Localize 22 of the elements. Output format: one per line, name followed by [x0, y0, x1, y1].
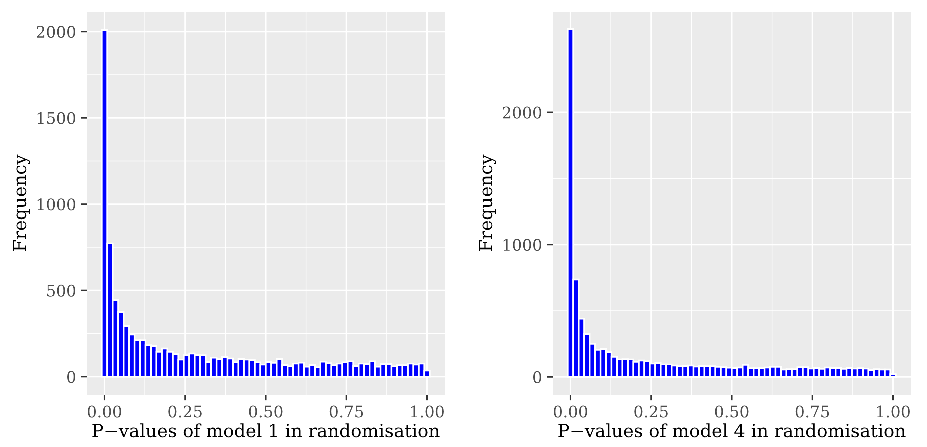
x-axis-title: P−values of model 4 in randomisation [558, 424, 906, 438]
y-tick-label: 0 [67, 371, 76, 384]
x-tick-label: 0.50 [715, 406, 749, 418]
y-tick-label: 1000 [504, 239, 542, 252]
x-tick-label: 1.00 [877, 406, 910, 418]
x-tick-label: 0.25 [634, 406, 668, 418]
y-tick-label: 2000 [503, 106, 542, 119]
x-tick-label: 0.75 [796, 406, 830, 418]
x-tick-label: 1.00 [411, 406, 444, 418]
y-tick-label: 2000 [37, 26, 76, 38]
y-tick-label: 1000 [38, 198, 76, 211]
x-tick-label: 0.75 [330, 406, 364, 418]
y-tick-label: 500 [47, 284, 76, 297]
y-tick-label: 0 [533, 371, 542, 384]
x-tick-label: 0.50 [249, 406, 283, 418]
x-axis-title: P−values of model 1 in randomisation [92, 424, 440, 438]
y-axis-title: Frequency [479, 154, 496, 252]
x-tick-label: 0.25 [168, 406, 202, 418]
y-axis-title: Frequency [13, 154, 30, 252]
x-tick-label: 0.00 [88, 406, 122, 418]
x-tick-label: 0.00 [554, 406, 588, 418]
y-tick-label: 1500 [38, 112, 76, 124]
